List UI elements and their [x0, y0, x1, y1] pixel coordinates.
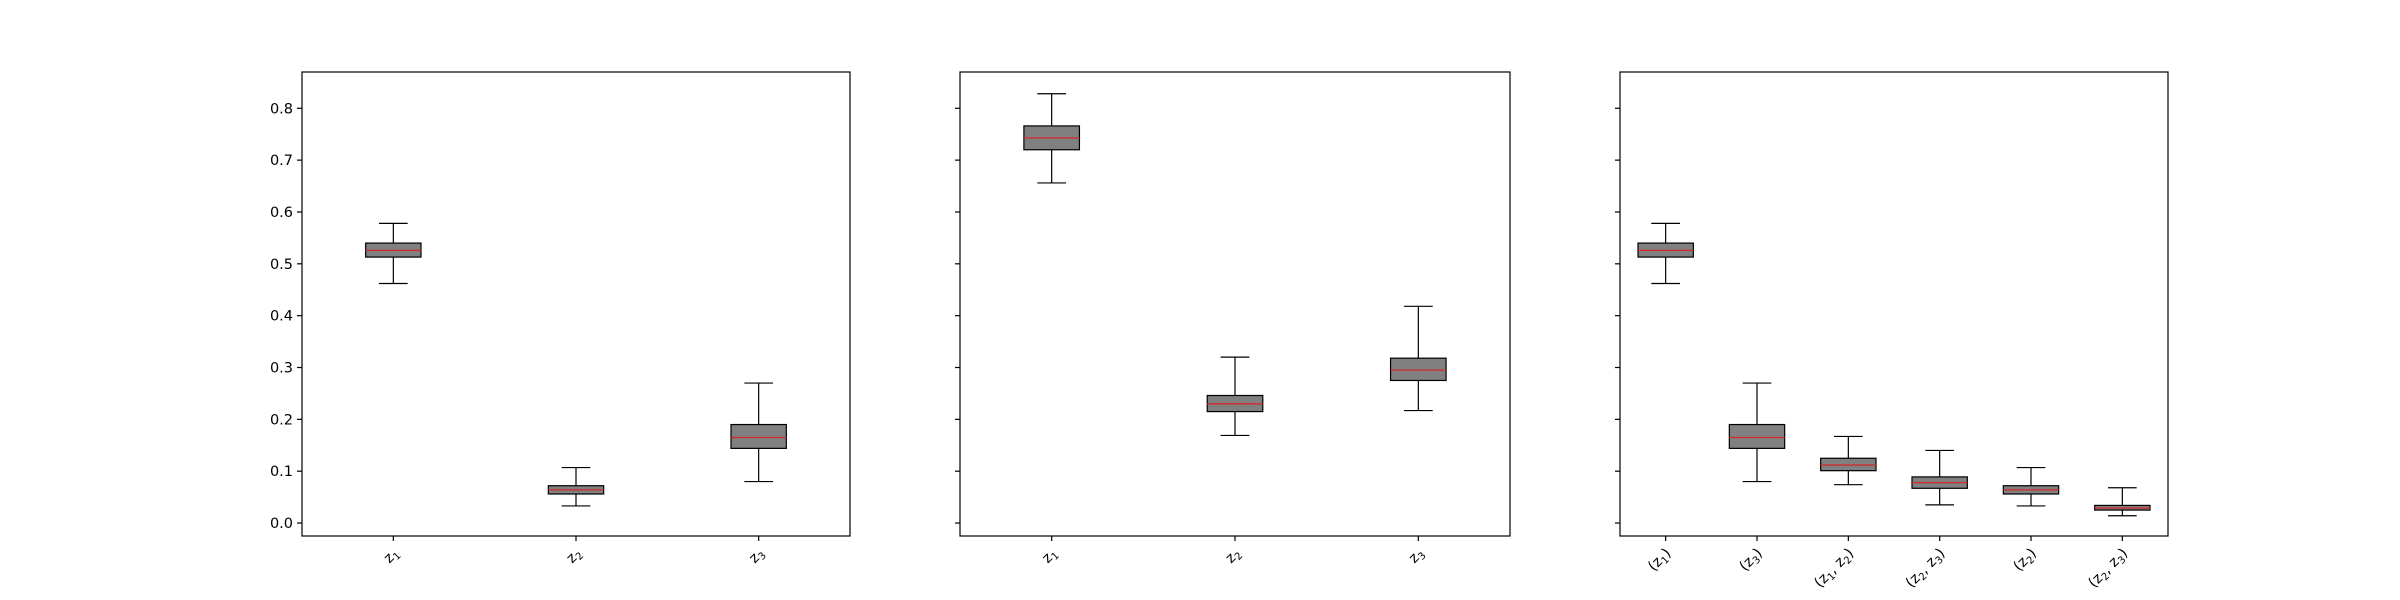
box-4 — [1911, 449, 1968, 506]
ytick-label: 0.7 — [270, 153, 293, 169]
axes-frame — [301, 71, 851, 537]
subplot-2: z1 z2 z3 — [955, 71, 1511, 568]
xtick-label: z1 — [1039, 546, 1061, 568]
xtick-label: z2 — [1223, 546, 1245, 568]
box-1 — [365, 222, 422, 285]
xtick-label: (z1, z2) — [1812, 546, 1859, 593]
xtick-label: z3 — [1406, 546, 1428, 568]
subplot-1: 0.0 0.1 0.2 0.3 0.4 0.5 0.6 0.7 0.8 z1 z2 z3 — [270, 71, 851, 568]
box-body — [1389, 357, 1447, 382]
box-2 — [1206, 356, 1264, 437]
box-2 — [1728, 382, 1786, 483]
ytick-label: 0.2 — [270, 412, 293, 428]
ytick-label: 0.6 — [270, 205, 293, 221]
axes-frame — [1619, 71, 2169, 537]
xtick-label: (z2, z3) — [1903, 546, 1950, 593]
box-1 — [1023, 93, 1081, 184]
xtick-label: (z2) — [2011, 546, 2041, 576]
ytick-label: 0.5 — [270, 257, 293, 273]
ytick-label: 0.4 — [270, 309, 293, 325]
box-1 — [1637, 222, 1694, 285]
box-6 — [2094, 487, 2151, 517]
subplot-3: (z1) (z3) (z1, z2) (z2, z3) (z2) (z2, z3) — [1615, 71, 2169, 593]
box-3 — [1389, 305, 1447, 412]
ytick-label: 0.3 — [270, 361, 293, 377]
box-body — [730, 423, 787, 449]
box-body — [1728, 423, 1786, 449]
ytick-label: 0.1 — [270, 464, 293, 480]
box-2 — [547, 466, 605, 507]
xtick-label: z2 — [564, 546, 586, 568]
xtick-label: (z1) — [1645, 546, 1675, 576]
box-5 — [2002, 466, 2060, 507]
box-3 — [730, 382, 787, 483]
box-3 — [1820, 435, 1877, 486]
xtick-label: (z2, z3) — [2086, 546, 2133, 593]
ytick-label: 0.0 — [270, 516, 293, 532]
ytick-label: 0.8 — [270, 101, 293, 117]
xtick-label: z3 — [746, 546, 768, 568]
xtick-label: (z3) — [1737, 546, 1767, 576]
xtick-label: z1 — [381, 546, 403, 568]
